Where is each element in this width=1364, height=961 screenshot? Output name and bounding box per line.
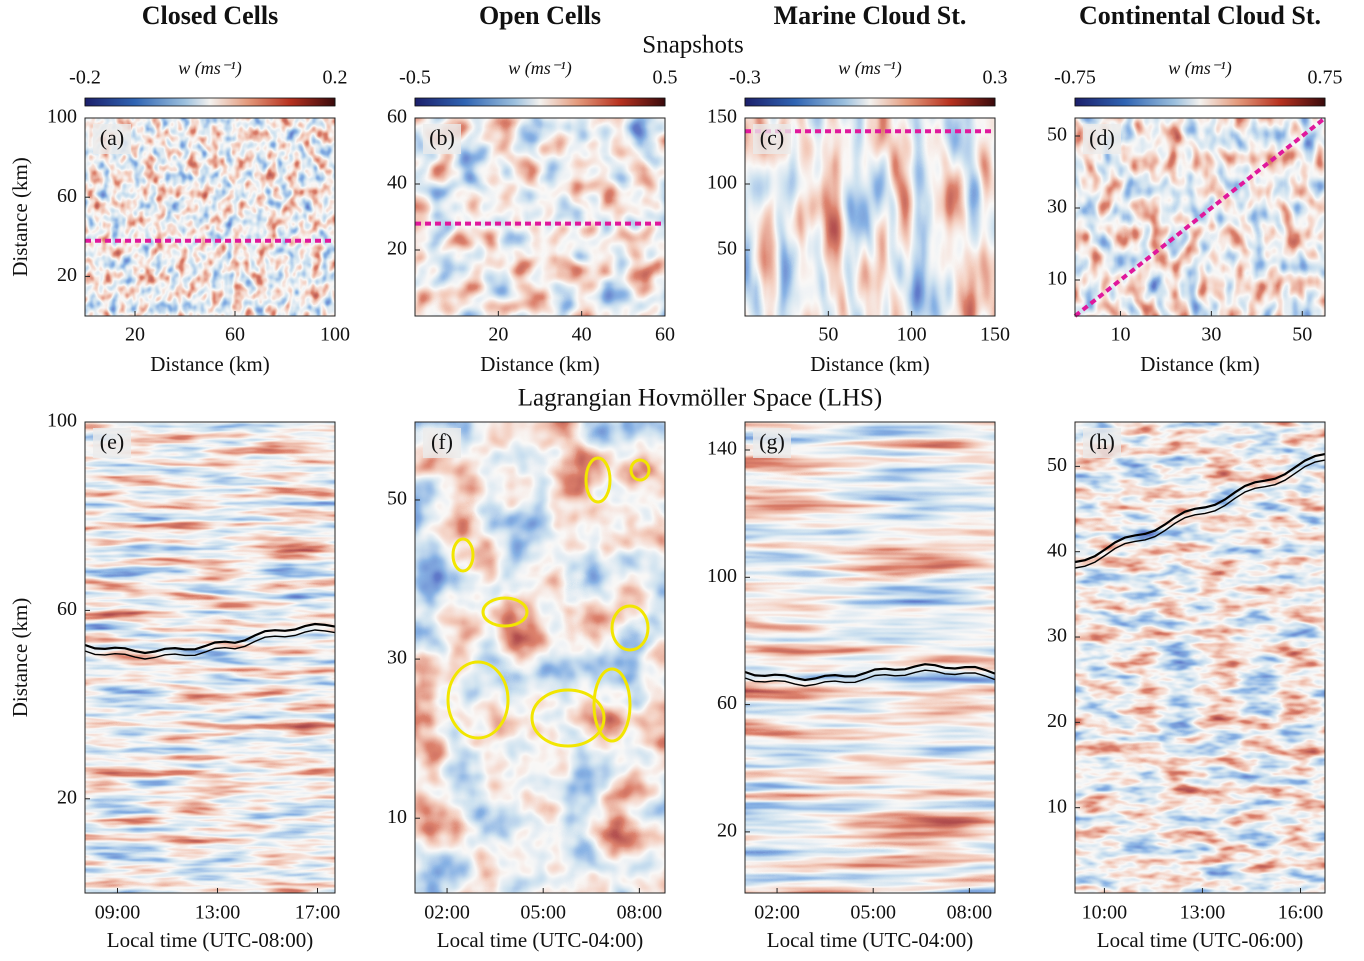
- y-tick-label: 20: [1047, 710, 1067, 732]
- x-tick-label: 17:00: [295, 902, 341, 924]
- x-tick-label: 08:00: [617, 902, 663, 924]
- colorbar-tick-label: -0.75: [1054, 67, 1096, 89]
- panel-letter: (e): [100, 429, 124, 454]
- x-tick-label: 05:00: [520, 902, 566, 924]
- x-axis-label: Distance (km): [150, 352, 270, 376]
- y-tick-label: 100: [707, 565, 737, 587]
- row-title: Snapshots: [642, 32, 743, 59]
- colorbar: [415, 98, 665, 106]
- y-tick-label: 60: [57, 185, 77, 207]
- x-axis-label: Distance (km): [1140, 352, 1260, 376]
- y-tick-label: 20: [57, 786, 77, 808]
- y-tick-label: 20: [57, 264, 77, 286]
- heatmap: [1075, 422, 1325, 893]
- column-title: Open Cells: [479, 1, 601, 30]
- y-tick-label: 50: [1047, 454, 1067, 476]
- y-tick-label: 50: [1047, 124, 1067, 146]
- panel-letter: (b): [429, 125, 455, 150]
- x-tick-label: 13:00: [1180, 902, 1226, 924]
- colorbar: [1075, 98, 1325, 106]
- colorbar-label: w (ms⁻¹): [508, 58, 571, 79]
- y-tick-label: 100: [47, 106, 77, 128]
- x-tick-label: 10:00: [1082, 902, 1128, 924]
- y-tick-label: 100: [47, 410, 77, 432]
- x-tick-label: 02:00: [424, 902, 470, 924]
- x-tick-label: 13:00: [195, 902, 241, 924]
- y-tick-label: 60: [387, 106, 407, 128]
- column-title: Closed Cells: [142, 1, 279, 30]
- y-tick-label: 30: [387, 647, 407, 669]
- x-axis-label: Local time (UTC-06:00): [1097, 928, 1303, 952]
- panel-letter: (h): [1089, 429, 1115, 454]
- y-tick-label: 140: [707, 438, 737, 460]
- heatmap: [85, 422, 335, 893]
- colorbar-tick-label: 0.2: [323, 67, 348, 89]
- x-tick-label: 20: [488, 324, 508, 346]
- x-axis-label: Local time (UTC-08:00): [107, 928, 313, 952]
- y-tick-label: 10: [1047, 268, 1067, 290]
- x-tick-label: 20: [125, 324, 145, 346]
- y-tick-label: 60: [717, 692, 737, 714]
- y-tick-label: 10: [387, 806, 407, 828]
- panel-letter: (g): [759, 429, 785, 454]
- colorbar-tick-label: 0.5: [653, 67, 678, 89]
- panel-letter: (c): [760, 125, 784, 150]
- x-tick-label: 10: [1110, 324, 1130, 346]
- x-axis-label: Local time (UTC-04:00): [767, 928, 973, 952]
- heatmap: [745, 422, 995, 893]
- column-title: Marine Cloud St.: [774, 1, 967, 30]
- colorbar-tick-label: -0.3: [729, 67, 761, 89]
- y-tick-label: 30: [1047, 196, 1067, 218]
- y-tick-label: 40: [387, 172, 407, 194]
- x-tick-label: 09:00: [95, 902, 141, 924]
- colorbar-label: w (ms⁻¹): [838, 58, 901, 79]
- x-tick-label: 30: [1201, 324, 1221, 346]
- y-tick-label: 20: [387, 238, 407, 260]
- colorbar-tick-label: 0.75: [1308, 67, 1343, 89]
- heatmap: [415, 422, 665, 893]
- y-tick-label: 150: [707, 106, 737, 128]
- panel-letter: (d): [1089, 125, 1115, 150]
- x-tick-label: 150: [980, 324, 1010, 346]
- colorbar-tick-label: -0.5: [399, 67, 431, 89]
- x-tick-label: 02:00: [754, 902, 800, 924]
- figure: Snapshots Lagrangian Hovmöller Space (LH…: [0, 0, 1364, 961]
- x-tick-label: 50: [1292, 324, 1312, 346]
- x-tick-label: 100: [320, 324, 350, 346]
- y-tick-label: 60: [57, 598, 77, 620]
- y-axis-label: Distance (km): [8, 598, 32, 718]
- colorbar: [745, 98, 995, 106]
- colorbar-label: w (ms⁻¹): [178, 58, 241, 79]
- x-tick-label: 100: [897, 324, 927, 346]
- y-axis-label: Distance (km): [8, 157, 32, 277]
- y-tick-label: 10: [1047, 795, 1067, 817]
- x-axis-label: Distance (km): [810, 352, 930, 376]
- row-title: Lagrangian Hovmöller Space (LHS): [518, 385, 882, 412]
- panel-letter: (f): [431, 429, 453, 454]
- column-title: Continental Cloud St.: [1079, 1, 1321, 30]
- x-tick-label: 16:00: [1278, 902, 1324, 924]
- y-tick-label: 40: [1047, 539, 1067, 561]
- x-tick-label: 05:00: [850, 902, 896, 924]
- x-tick-label: 60: [655, 324, 675, 346]
- x-tick-label: 50: [818, 324, 838, 346]
- colorbar: [85, 98, 335, 106]
- y-tick-label: 50: [387, 488, 407, 510]
- y-tick-label: 30: [1047, 625, 1067, 647]
- x-tick-label: 40: [572, 324, 592, 346]
- colorbar-label: w (ms⁻¹): [1168, 58, 1231, 79]
- x-tick-label: 60: [225, 324, 245, 346]
- y-tick-label: 50: [717, 238, 737, 260]
- x-axis-label: Local time (UTC-04:00): [437, 928, 643, 952]
- y-tick-label: 100: [707, 172, 737, 194]
- panel-letter: (a): [100, 125, 124, 150]
- x-axis-label: Distance (km): [480, 352, 600, 376]
- colorbar-tick-label: -0.2: [69, 67, 101, 89]
- y-tick-label: 20: [717, 819, 737, 841]
- x-tick-label: 08:00: [947, 902, 993, 924]
- colorbar-tick-label: 0.3: [983, 67, 1008, 89]
